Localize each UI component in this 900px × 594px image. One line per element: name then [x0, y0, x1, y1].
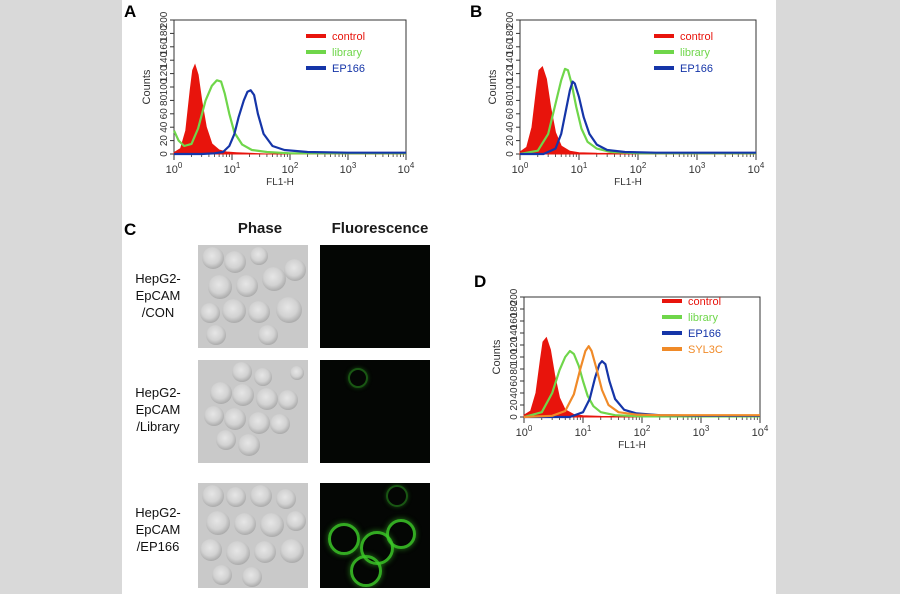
series-control: [523, 336, 761, 418]
y-tick-label: 40: [509, 387, 520, 399]
y-axis-label: Counts: [491, 339, 503, 374]
x-tick-label: 101: [575, 424, 592, 439]
legend-label-control: control: [688, 296, 721, 308]
column-header-phase: Phase: [237, 220, 283, 237]
panel-label-b: B: [470, 2, 483, 21]
x-tick-label: 104: [752, 424, 769, 439]
y-tick-label: 40: [505, 121, 516, 133]
legend-label-control: control: [680, 31, 713, 43]
y-tick-label: 200: [505, 11, 516, 28]
x-tick-label: 104: [398, 161, 415, 176]
x-axis-label: FL1-H: [614, 177, 642, 188]
y-tick-label: 180: [509, 300, 520, 317]
legend-label-control: control: [332, 31, 365, 43]
y-tick-label: 160: [505, 38, 516, 55]
legend-label-library: library: [332, 47, 362, 59]
x-tick-label: 102: [282, 161, 299, 176]
y-tick-label: 200: [159, 11, 170, 28]
panel-label-d: D: [474, 272, 487, 291]
panel-label-c: C: [124, 220, 137, 239]
y-tick-label: 100: [509, 348, 520, 365]
y-tick-label: 0: [505, 151, 516, 157]
row-label-library: HepG2- EpCAM /Library: [135, 385, 181, 434]
legend-label-library: library: [680, 47, 710, 59]
x-axis-label: FL1-H: [618, 440, 646, 451]
y-tick-label: 180: [159, 25, 170, 42]
series-control: [519, 65, 757, 155]
y-tick-label: 140: [509, 324, 520, 341]
y-tick-label: 20: [159, 135, 170, 147]
column-header-fluorescence: Fluorescence: [331, 220, 429, 237]
y-tick-label: 160: [509, 312, 520, 329]
legend-label-ep166: EP166: [332, 63, 365, 75]
y-tick-label: 200: [509, 288, 520, 305]
series-control: [173, 63, 406, 155]
y-tick-label: 100: [159, 78, 170, 95]
y-tick-label: 20: [509, 399, 520, 411]
series-syl3c: [523, 345, 760, 419]
y-tick-label: 120: [509, 336, 520, 353]
y-tick-label: 60: [159, 108, 170, 120]
figure: A 0 20 40 60 80 100 120 140 160 180 200 100 101 102 10…: [122, 0, 776, 594]
x-tick-label: 103: [689, 161, 706, 176]
row-label-ep166: HepG2- EpCAM /EP166: [135, 505, 181, 554]
x-tick-label: 103: [340, 161, 357, 176]
y-tick-label: 160: [159, 38, 170, 55]
x-tick-label: 104: [748, 161, 765, 176]
y-tick-label: 120: [159, 65, 170, 82]
series-ep166: [174, 89, 406, 156]
phase-image-con: [198, 245, 308, 348]
y-tick-label: 40: [159, 121, 170, 133]
row-label-con: HepG2- EpCAM /CON: [135, 271, 181, 320]
legend-label-ep166: EP166: [688, 328, 721, 340]
y-tick-label: 80: [159, 94, 170, 106]
legend-label-ep166: EP166: [680, 63, 713, 75]
legend-label-library: library: [688, 312, 718, 324]
phase-image-library: [198, 360, 308, 463]
y-tick-label: 60: [505, 108, 516, 120]
y-tick-label: 80: [509, 363, 520, 375]
x-tick-label: 101: [571, 161, 588, 176]
y-tick-label: 0: [509, 414, 520, 420]
y-axis-label: Counts: [487, 69, 499, 104]
y-tick-label: 100: [505, 78, 516, 95]
x-axis-label: FL1-H: [266, 177, 294, 188]
y-tick-label: 120: [505, 65, 516, 82]
series-ep166: [520, 80, 756, 156]
y-tick-label: 80: [505, 94, 516, 106]
y-tick-label: 140: [505, 51, 516, 68]
x-tick-label: 100: [516, 424, 533, 439]
legend-label-syl3c: SYL3C: [688, 344, 723, 356]
series-library: [173, 79, 406, 155]
series-library: [523, 349, 760, 419]
y-tick-label: 0: [159, 151, 170, 157]
fluorescence-image-con: [320, 245, 430, 348]
fluorescence-image-library: [320, 360, 430, 463]
y-tick-label: 60: [509, 375, 520, 387]
y-tick-label: 140: [159, 51, 170, 68]
x-tick-label: 100: [512, 161, 529, 176]
y-axis-label: Counts: [141, 69, 153, 104]
fluorescence-image-ep166: [320, 483, 430, 588]
x-tick-label: 102: [634, 424, 651, 439]
x-tick-label: 102: [630, 161, 647, 176]
y-tick-label: 180: [505, 25, 516, 42]
panel-label-a: A: [124, 2, 137, 21]
x-tick-label: 103: [693, 424, 710, 439]
phase-image-ep166: [198, 483, 308, 588]
x-tick-label: 101: [224, 161, 241, 176]
x-tick-label: 100: [166, 161, 183, 176]
y-tick-label: 20: [505, 135, 516, 147]
